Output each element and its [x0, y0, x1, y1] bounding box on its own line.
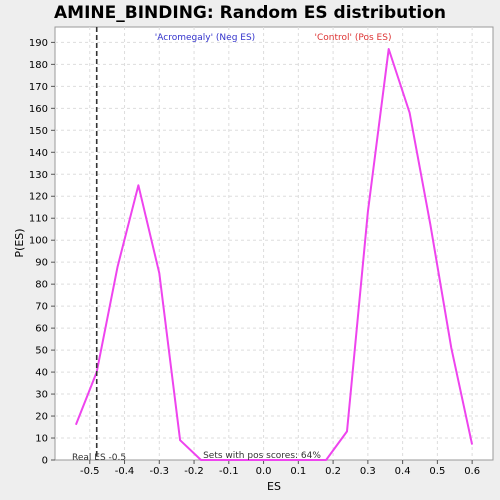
pos-es-label: 'Control' (Pos ES)	[315, 33, 392, 43]
neg-es-label: 'Acromegaly' (Neg ES)	[155, 33, 255, 43]
y-tick-label: 70	[35, 302, 48, 313]
y-tick-label: 190	[29, 38, 48, 49]
y-axis-label: P(ES)	[13, 228, 26, 257]
y-tick-label: 60	[35, 324, 48, 335]
y-tick-label: 20	[35, 412, 48, 423]
chart-title: AMINE_BINDING: Random ES distribution	[54, 3, 446, 23]
y-tick-label: 140	[29, 148, 48, 159]
y-tick-label: 130	[29, 170, 48, 181]
y-tick-label: 120	[29, 192, 48, 203]
x-axis-label: ES	[267, 480, 281, 493]
y-tick-label: 0	[42, 456, 48, 467]
x-tick-label: 0.0	[256, 466, 272, 477]
real-es-label: Real ES -0.5	[72, 453, 126, 463]
y-tick-label: 30	[35, 390, 48, 401]
plot-area	[54, 26, 494, 461]
x-tick-label: -0.4	[115, 466, 135, 477]
x-tick-label: 0.3	[360, 466, 376, 477]
y-tick-label: 40	[35, 368, 48, 379]
y-tick-label: 100	[29, 236, 48, 247]
y-tick-label: 180	[29, 60, 48, 71]
x-tick-label: -0.3	[150, 466, 170, 477]
x-tick-label: 0.5	[429, 466, 445, 477]
y-tick-label: 170	[29, 82, 48, 93]
y-tick-label: 50	[35, 346, 48, 357]
series-line	[74, 48, 474, 461]
x-tick-label: -0.5	[80, 466, 100, 477]
x-tick-label: 0.1	[290, 466, 306, 477]
y-axis: 0 10 20 30 40 50 60 70 80 90 100 110 120 130 140 150 160…	[29, 38, 55, 467]
pos-scores-label: Sets with pos scores: 64%	[203, 451, 321, 461]
y-tick-label: 110	[29, 214, 48, 225]
x-tick-label: 0.6	[464, 466, 480, 477]
y-tick-label: 10	[35, 434, 48, 445]
x-axis: -0.5 -0.4 -0.3 -0.2 -0.1 0.0 0.1 0.2 0.3 0.4 0.5 0.…	[80, 460, 480, 477]
y-tick-label: 80	[35, 280, 48, 291]
x-tick-label: 0.4	[395, 466, 411, 477]
x-tick-label: -0.2	[184, 466, 204, 477]
y-tick-label: 90	[35, 258, 48, 269]
y-tick-label: 160	[29, 104, 48, 115]
x-tick-label: 0.2	[325, 466, 341, 477]
y-tick-label: 150	[29, 126, 48, 137]
x-tick-label: -0.1	[219, 466, 239, 477]
series-layer	[74, 48, 474, 461]
